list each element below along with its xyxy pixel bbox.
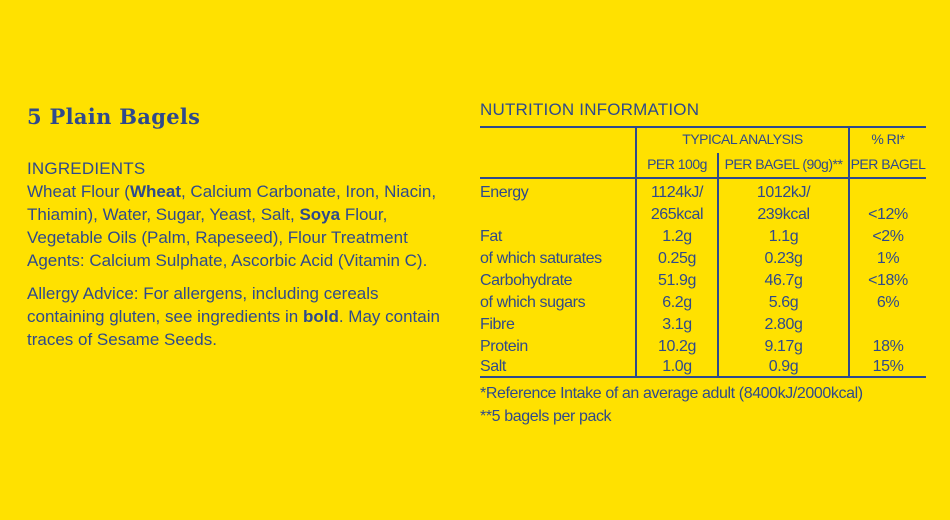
row-ri: <18% xyxy=(868,272,908,289)
header-typical-analysis: TYPICAL ANALYSIS xyxy=(682,131,803,147)
row-per-bagel: 1012kJ/ xyxy=(756,184,811,201)
ingredients-heading: INGREDIENTS xyxy=(27,159,146,178)
row-label: of which sugars xyxy=(480,294,586,311)
table-col-divider xyxy=(717,153,719,378)
row-per-bagel: 2.80g xyxy=(764,316,803,333)
allergen-wheat: Wheat xyxy=(129,182,181,201)
table-bottom-rule xyxy=(480,376,926,378)
product-info: 5 Plain Bagels INGREDIENTS Wheat Flour (… xyxy=(27,104,447,351)
row-label: Salt xyxy=(480,358,506,375)
nutrition-table: TYPICAL ANALYSIS PER 100g PER BAGEL (90g… xyxy=(480,126,926,378)
row-per-100g: 265kcal xyxy=(650,206,704,223)
table-col-divider xyxy=(848,126,850,378)
row-label: Fat xyxy=(480,228,502,245)
row-label: Carbohydrate xyxy=(480,272,573,289)
row-per-bagel: 0.23g xyxy=(764,250,803,267)
header-ri-per-bagel: PER BAGEL xyxy=(850,156,926,172)
ingredients-segment: Flour, Vegetable Oils (Palm, Rapeseed), … xyxy=(27,205,428,270)
row-per-bagel: 0.9g xyxy=(768,358,799,375)
allergy-segment: Allergy Advice: For allergens, including… xyxy=(27,284,379,326)
row-label: Fibre xyxy=(480,316,515,333)
row-per-100g: 0.25g xyxy=(657,250,697,267)
row-per-bagel: 5.6g xyxy=(768,294,799,311)
product-title: 5 Plain Bagels xyxy=(27,104,201,129)
row-label: of which saturates xyxy=(480,250,602,267)
nutrition-title: NUTRITION INFORMATION xyxy=(480,100,700,119)
allergy-advice: Allergy Advice: For allergens, including… xyxy=(27,282,447,351)
row-ri: 18% xyxy=(872,338,904,355)
footnote-bagels-per-pack: **5 bagels per pack xyxy=(480,408,612,425)
row-per-100g: 1.0g xyxy=(662,358,692,375)
footnote-reference-intake: *Reference Intake of an average adult (8… xyxy=(480,385,863,402)
table-col-divider xyxy=(635,126,637,378)
row-per-100g: 3.1g xyxy=(662,316,692,333)
row-per-100g: 10.2g xyxy=(657,338,697,355)
row-per-100g: 1124kJ/ xyxy=(650,184,704,201)
row-per-bagel: 1.1g xyxy=(768,228,799,245)
row-per-bagel: 9.17g xyxy=(764,338,803,355)
row-label: Protein xyxy=(480,338,528,355)
row-per-100g: 51.9g xyxy=(657,272,697,289)
nutrition-footnotes: *Reference Intake of an average adult (8… xyxy=(480,382,926,428)
row-ri: <2% xyxy=(872,228,904,245)
nutrition-panel: NUTRITION INFORMATION TYPICAL ANALYSIS P… xyxy=(480,100,926,428)
ingredients-segment: Wheat Flour ( xyxy=(27,182,130,201)
header-per-100g: PER 100g xyxy=(647,156,707,172)
row-per-100g: 6.2g xyxy=(662,294,692,311)
row-ri: 6% xyxy=(876,294,900,311)
ingredients-text: Wheat Flour (Wheat, Calcium Carbonate, I… xyxy=(27,180,447,272)
row-per-bagel: 46.7g xyxy=(764,272,803,289)
allergy-bold-word: bold xyxy=(302,307,339,326)
row-ri: 15% xyxy=(872,358,904,375)
row-label: Energy xyxy=(480,184,529,201)
row-per-100g: 1.2g xyxy=(662,228,692,245)
row-per-bagel: 239kcal xyxy=(757,206,810,223)
header-ri: % RI* xyxy=(871,131,905,147)
table-top-rule xyxy=(480,126,926,128)
row-ri: <12% xyxy=(868,206,908,223)
table-header-rule xyxy=(480,177,926,179)
row-ri: 1% xyxy=(876,250,900,267)
allergy-segment: . May contain traces of Sesame Seeds. xyxy=(27,307,440,349)
allergen-soya: Soya xyxy=(299,205,341,224)
header-per-bagel: PER BAGEL (90g)** xyxy=(724,156,843,172)
ingredients-segment: , Calcium Carbonate, Iron, Niacin, Thiam… xyxy=(27,182,437,224)
